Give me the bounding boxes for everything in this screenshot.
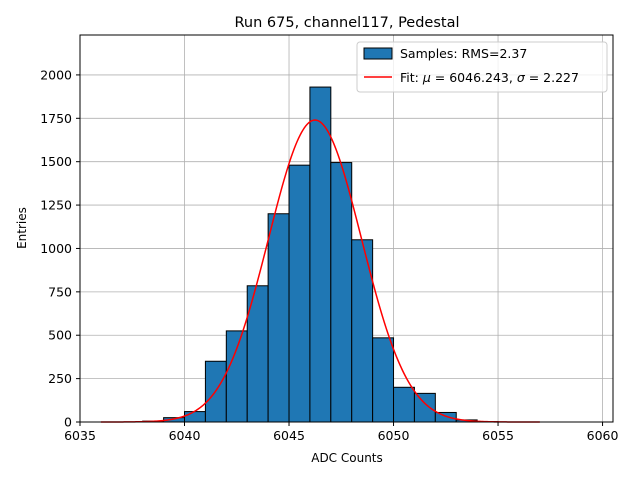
- y-tick-label-0: 0: [64, 415, 72, 430]
- plot-frame: [79, 34, 614, 423]
- y-tick-label-7: 1750: [40, 111, 72, 126]
- histogram-bar-8: [267, 213, 290, 423]
- histogram-bar-10: [309, 86, 332, 423]
- legend-fit-sigma-value: = 2.227: [525, 70, 579, 85]
- legend-fit-prefix: Fit:: [400, 70, 423, 85]
- y-axis-ticks: 0 250 500 750 1000 1250 1500 1750 2000: [40, 67, 80, 430]
- y-tick-label-2: 500: [48, 328, 72, 343]
- histogram-bar-4: [184, 411, 206, 423]
- chart-title: Run 675, channel117, Pedestal: [234, 15, 459, 31]
- y-tick-label-3: 750: [48, 284, 72, 299]
- x-tick-label-3: 6050: [378, 428, 410, 443]
- histogram-bar-6: [225, 330, 248, 423]
- x-tick-label-2: 6045: [273, 428, 305, 443]
- legend-fit-mu-value: = 6046.243,: [431, 70, 517, 85]
- fit-curve-layer: [100, 119, 540, 423]
- y-tick-label-5: 1250: [40, 198, 72, 213]
- legend-swatch-samples: [363, 47, 393, 60]
- x-tick-label-1: 6040: [169, 428, 201, 443]
- x-axis-label: ADC Counts: [311, 451, 383, 465]
- y-tick-label-4: 1000: [40, 241, 72, 256]
- legend: Samples: RMS=2.37 Fit: μ = 6046.243, σ =…: [356, 41, 608, 93]
- y-tick-label-6: 1500: [40, 154, 72, 169]
- histogram-bar-11: [330, 162, 353, 423]
- histogram-bar-16: [434, 411, 457, 423]
- y-tick-label-8: 2000: [40, 67, 72, 82]
- legend-fit-sigma-symbol: σ: [517, 70, 526, 85]
- legend-label-fit: Fit: μ = 6046.243, σ = 2.227: [400, 70, 579, 85]
- x-tick-label-5: 6060: [587, 428, 619, 443]
- histogram-bar-13: [372, 337, 395, 423]
- legend-label-samples: Samples: RMS=2.37: [400, 46, 527, 61]
- histogram-bars: [142, 86, 499, 423]
- histogram-bar-15: [413, 392, 436, 423]
- x-axis-ticks: 6035 6040 6045 6050 6055 6060: [64, 422, 619, 443]
- x-tick-label-0: 6035: [64, 428, 96, 443]
- gaussian-fit-curve: [100, 119, 540, 423]
- histogram-bar-14: [393, 386, 415, 423]
- x-tick-label-4: 6055: [482, 428, 514, 443]
- legend-fit-mu-symbol: μ: [422, 70, 431, 85]
- legend-frame: [356, 41, 608, 93]
- histogram-bar-9: [288, 164, 311, 423]
- y-axis-label: Entries: [15, 207, 29, 249]
- y-tick-label-1: 250: [48, 371, 72, 386]
